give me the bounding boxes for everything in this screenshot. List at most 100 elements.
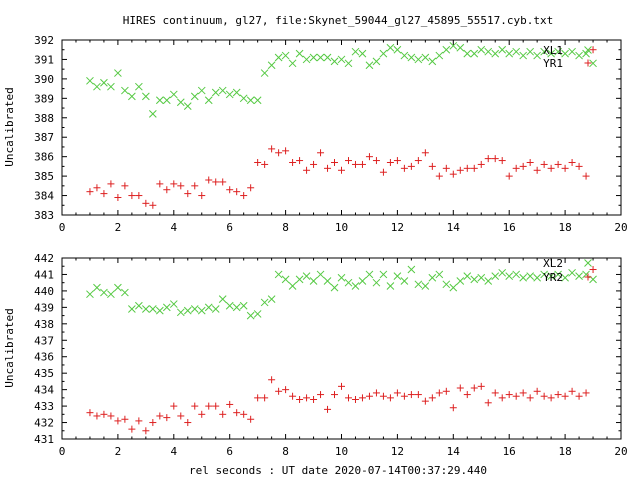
data-point-yr1	[575, 162, 583, 170]
data-point-xl1	[330, 57, 339, 66]
data-point-yr2	[575, 392, 583, 400]
data-point-yr2	[114, 417, 122, 425]
y-tick-label: 438	[34, 318, 54, 331]
data-point-xl2	[225, 301, 234, 310]
y-tick-label: 390	[34, 73, 54, 86]
data-point-xl1	[351, 47, 360, 56]
data-point-xl2	[183, 306, 192, 315]
data-point-xl2	[211, 305, 220, 313]
data-point-xl2	[232, 303, 241, 312]
data-point-yr2	[526, 394, 534, 402]
data-point-yr2	[365, 392, 373, 400]
data-point-xl1	[121, 86, 129, 95]
data-point-xl2	[561, 273, 569, 282]
data-point-yr2	[93, 412, 101, 420]
data-point-xl1	[568, 47, 576, 56]
data-point-yr2	[533, 387, 541, 395]
legend-sample-xl2	[584, 259, 592, 267]
data-point-yr2	[261, 394, 269, 402]
data-point-yr2	[407, 391, 415, 399]
data-point-yr2	[142, 427, 150, 435]
data-point-xl2	[295, 275, 304, 284]
data-point-yr2	[505, 391, 513, 399]
data-point-xl1	[582, 49, 590, 58]
data-point-yr1	[198, 192, 206, 200]
data-point-xl2	[114, 283, 122, 292]
data-point-xl2	[135, 301, 143, 310]
data-point-yr2	[540, 392, 548, 400]
data-point-yr2	[310, 396, 318, 404]
data-point-xl2	[323, 277, 332, 285]
data-point-yr1	[379, 168, 387, 176]
data-point-yr1	[184, 190, 192, 198]
data-point-yr1	[310, 160, 318, 168]
data-point-xl1	[107, 82, 115, 91]
legend-sample-yr1	[584, 59, 592, 67]
data-point-yr2	[135, 417, 143, 425]
data-point-xl2	[365, 270, 374, 279]
y-tick-label: 432	[34, 417, 54, 430]
data-point-xl2	[505, 272, 514, 280]
data-point-yr1	[121, 182, 129, 190]
data-point-yr1	[421, 149, 429, 157]
data-point-yr2	[400, 392, 408, 400]
x-axis-label: rel seconds : UT date 2020-07-14T00:37:2…	[189, 464, 487, 477]
data-point-yr2	[589, 266, 597, 274]
x-tick-label: 6	[226, 445, 233, 458]
data-point-yr2	[470, 384, 478, 392]
data-point-xl1	[470, 49, 479, 58]
y-tick-label: 440	[34, 285, 54, 298]
data-point-yr2	[303, 394, 311, 402]
y-tick-label: 385	[34, 170, 54, 183]
plot-frame	[61, 257, 622, 440]
data-point-yr2	[484, 399, 492, 407]
axis-ticks: 0 2 4 6 8 10 12 14 16 18 20 383 384 385 386 387 388 389 39…	[34, 34, 628, 234]
data-point-xl2	[128, 305, 136, 313]
data-point-xl1	[232, 88, 241, 97]
data-point-xl1	[463, 49, 472, 58]
data-point-xl2	[337, 273, 346, 282]
data-point-yr1	[275, 149, 283, 157]
data-point-yr1	[589, 46, 597, 54]
data-point-yr2	[212, 402, 220, 410]
data-point-yr1	[519, 162, 527, 170]
data-point-yr1	[533, 166, 541, 174]
data-point-xl2	[435, 270, 444, 279]
data-point-xl1	[344, 59, 353, 68]
data-point-yr1	[386, 159, 394, 166]
data-point-yr2	[275, 387, 283, 395]
legend: XL1 YR1	[543, 44, 592, 70]
data-point-yr1	[268, 145, 276, 153]
data-point-xl1	[414, 55, 423, 64]
data-point-xl2	[526, 272, 535, 280]
data-point-xl1	[498, 45, 507, 54]
data-point-xl2	[253, 310, 262, 318]
data-point-yr2	[344, 394, 352, 402]
data-point-yr2	[100, 410, 108, 418]
data-point-yr2	[498, 394, 506, 402]
data-point-yr2	[170, 402, 178, 410]
data-point-xl2	[575, 272, 583, 280]
data-point-yr1	[393, 157, 401, 165]
x-tick-label: 20	[614, 445, 627, 458]
data-point-xl1	[428, 57, 437, 66]
data-point-xl1	[100, 78, 108, 87]
data-point-xl1	[337, 55, 346, 64]
data-point-xl1	[169, 90, 178, 99]
data-point-yr2	[296, 396, 304, 404]
data-point-xl2	[100, 288, 108, 297]
data-point-xl2	[519, 273, 528, 282]
data-point-yr2	[226, 400, 234, 408]
data-point-yr1	[414, 157, 422, 165]
data-point-yr2	[128, 425, 136, 433]
data-point-xl2	[554, 270, 562, 279]
data-point-xl2	[239, 301, 248, 310]
x-tick-label: 14	[447, 221, 461, 234]
y-axis-label: Uncalibrated	[3, 308, 16, 387]
data-point-xl2	[121, 288, 129, 297]
data-point-yr2	[289, 392, 297, 400]
data-point-xl1	[274, 53, 283, 62]
data-point-xl2	[302, 272, 311, 280]
data-point-yr2	[372, 389, 380, 397]
data-point-yr2	[107, 412, 115, 420]
